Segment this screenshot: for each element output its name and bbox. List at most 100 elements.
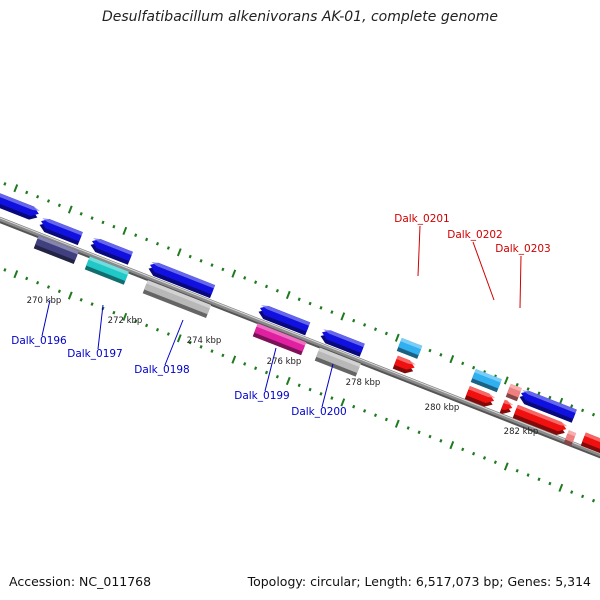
outer-tick (122, 226, 128, 236)
inner-tick-track (3, 268, 596, 503)
gene-feature[interactable] (512, 404, 568, 438)
gene-body[interactable] (258, 303, 311, 332)
outer-tick (264, 284, 269, 289)
gene-label-reverse[interactable]: Dalk_0203 (495, 243, 551, 255)
gene-feature[interactable] (319, 328, 365, 357)
inner-tick (373, 413, 378, 417)
gene-body[interactable] (148, 260, 216, 295)
gene-feature[interactable] (142, 280, 212, 319)
outer-tick (363, 323, 367, 327)
gene-label-reverse[interactable]: Dalk_0201 (394, 213, 450, 225)
gene-highlight (509, 383, 522, 392)
outer-tick (581, 408, 585, 413)
gene-label-forward[interactable]: Dalk_0198 (134, 364, 190, 376)
gene-highlight (396, 355, 416, 365)
gene-label-forward[interactable]: Dalk_0197 (67, 348, 123, 360)
inner-tick (145, 323, 149, 328)
gene-feature[interactable] (38, 216, 83, 246)
inner-tick (330, 396, 334, 400)
inner-tick (482, 456, 487, 460)
inner-tick (363, 409, 367, 413)
genome-stats: Topology: circular; Length: 6,517,073 bp… (247, 574, 591, 589)
gene-feature[interactable] (147, 260, 216, 299)
scale-label: 274 kbp (187, 336, 222, 346)
gene-feature[interactable] (0, 192, 41, 222)
inner-tick (67, 291, 73, 300)
outer-tick (352, 318, 356, 323)
outer-tick (308, 301, 312, 306)
inner-tick (112, 310, 116, 315)
callout-line (97, 304, 104, 350)
genes-value: 5,314 (555, 574, 591, 589)
callout-line (472, 241, 495, 301)
gene-label-forward[interactable]: Dalk_0199 (234, 390, 290, 402)
inner-tick (537, 477, 541, 482)
gene-feature[interactable] (33, 235, 79, 265)
map-title: Desulfatibacillum alkenivorans AK-01, co… (101, 9, 499, 25)
gene-feature[interactable] (257, 303, 311, 336)
gene-features[interactable] (0, 192, 600, 456)
inner-tick (285, 376, 291, 386)
outer-tick (515, 382, 519, 387)
callout-line (519, 255, 522, 309)
outer-tick (503, 376, 509, 385)
gene-feature[interactable] (252, 323, 307, 356)
outer-tick (384, 331, 388, 336)
outer-tick (319, 306, 323, 310)
gene-feature[interactable] (505, 383, 522, 402)
topology-value: circular (310, 574, 357, 589)
gene-callouts: Dalk_0196Dalk_0197Dalk_0198Dalk_0199Dalk… (11, 213, 551, 418)
inner-tick (90, 302, 94, 306)
outer-tick (112, 224, 116, 229)
gene-highlight (261, 305, 311, 326)
inner-tick (472, 451, 476, 456)
inner-tick (319, 392, 323, 396)
gene-body[interactable] (519, 389, 577, 419)
gene-label-forward[interactable]: Dalk_0200 (291, 406, 347, 418)
outer-tick (67, 205, 73, 214)
gene-highlight (37, 235, 79, 255)
inner-tick (176, 334, 182, 343)
gene-feature[interactable] (392, 355, 417, 376)
gene-body[interactable] (320, 328, 365, 354)
outer-tick (13, 184, 19, 193)
gene-highlight (503, 399, 514, 406)
gene-body[interactable] (90, 236, 133, 262)
inner-tick (36, 280, 40, 285)
gene-feature[interactable] (470, 369, 502, 393)
gene-body[interactable] (39, 216, 83, 242)
outer-tick (461, 361, 465, 366)
length-value: 6,517,073 bp (415, 574, 500, 589)
outer-tick (548, 395, 552, 400)
gene-feature[interactable] (518, 389, 577, 423)
gene-feature[interactable] (464, 385, 496, 409)
inner-tick (231, 355, 237, 364)
gene-feature[interactable] (580, 432, 600, 457)
gene-feature[interactable] (314, 347, 361, 377)
outer-tick (79, 212, 83, 216)
inner-tick (79, 298, 83, 302)
outer-tick (3, 182, 7, 186)
gene-feature[interactable] (89, 236, 133, 265)
gene-feature[interactable] (499, 399, 514, 417)
gene-feature[interactable] (563, 430, 577, 447)
outer-tick (449, 355, 455, 364)
outer-tick (46, 199, 51, 203)
gene-highlight (318, 347, 361, 368)
outer-tick (428, 348, 432, 353)
outer-tick (231, 269, 237, 278)
inner-tick (122, 312, 128, 322)
inner-tick (188, 340, 192, 345)
gene-feature[interactable] (84, 256, 129, 285)
outer-tick (570, 404, 574, 408)
outer-tick (297, 297, 301, 302)
outer-tick (166, 246, 170, 250)
gene-label-reverse[interactable]: Dalk_0202 (447, 229, 503, 241)
callout-line (164, 319, 184, 366)
inner-tick (526, 473, 530, 477)
gene-label-forward[interactable]: Dalk_0196 (11, 335, 67, 347)
gene-feature[interactable] (396, 337, 423, 359)
inner-tick (46, 285, 51, 289)
outer-tick (254, 280, 258, 284)
